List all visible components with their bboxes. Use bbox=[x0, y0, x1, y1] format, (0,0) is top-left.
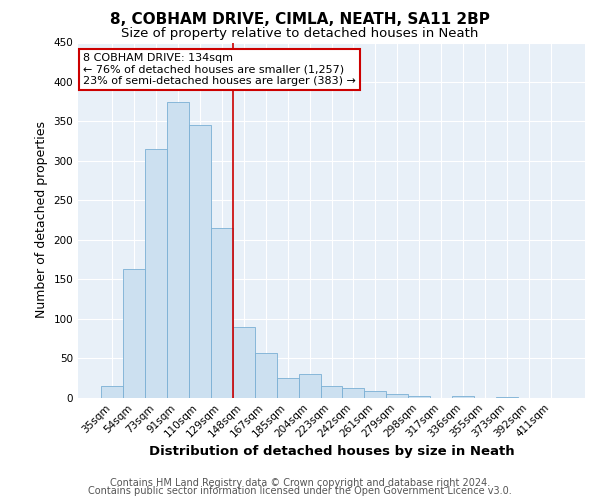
Bar bbox=[343, 388, 364, 398]
Bar bbox=[211, 228, 233, 398]
Text: 8, COBHAM DRIVE, CIMLA, NEATH, SA11 2BP: 8, COBHAM DRIVE, CIMLA, NEATH, SA11 2BP bbox=[110, 12, 490, 28]
X-axis label: Distribution of detached houses by size in Neath: Distribution of detached houses by size … bbox=[149, 445, 514, 458]
Bar bbox=[167, 102, 189, 398]
Text: Size of property relative to detached houses in Neath: Size of property relative to detached ho… bbox=[121, 28, 479, 40]
Bar bbox=[299, 374, 320, 398]
Bar bbox=[320, 386, 343, 398]
Bar bbox=[254, 352, 277, 398]
Bar bbox=[452, 396, 474, 398]
Text: 8 COBHAM DRIVE: 134sqm
← 76% of detached houses are smaller (1,257)
23% of semi-: 8 COBHAM DRIVE: 134sqm ← 76% of detached… bbox=[83, 53, 356, 86]
Text: Contains HM Land Registry data © Crown copyright and database right 2024.: Contains HM Land Registry data © Crown c… bbox=[110, 478, 490, 488]
Bar bbox=[277, 378, 299, 398]
Bar bbox=[496, 396, 518, 398]
Bar bbox=[145, 149, 167, 398]
Y-axis label: Number of detached properties: Number of detached properties bbox=[35, 122, 48, 318]
Bar bbox=[233, 326, 254, 398]
Bar bbox=[123, 269, 145, 398]
Bar bbox=[189, 126, 211, 398]
Bar bbox=[364, 391, 386, 398]
Bar bbox=[409, 396, 430, 398]
Text: Contains public sector information licensed under the Open Government Licence v3: Contains public sector information licen… bbox=[88, 486, 512, 496]
Bar bbox=[386, 394, 409, 398]
Bar bbox=[101, 386, 123, 398]
